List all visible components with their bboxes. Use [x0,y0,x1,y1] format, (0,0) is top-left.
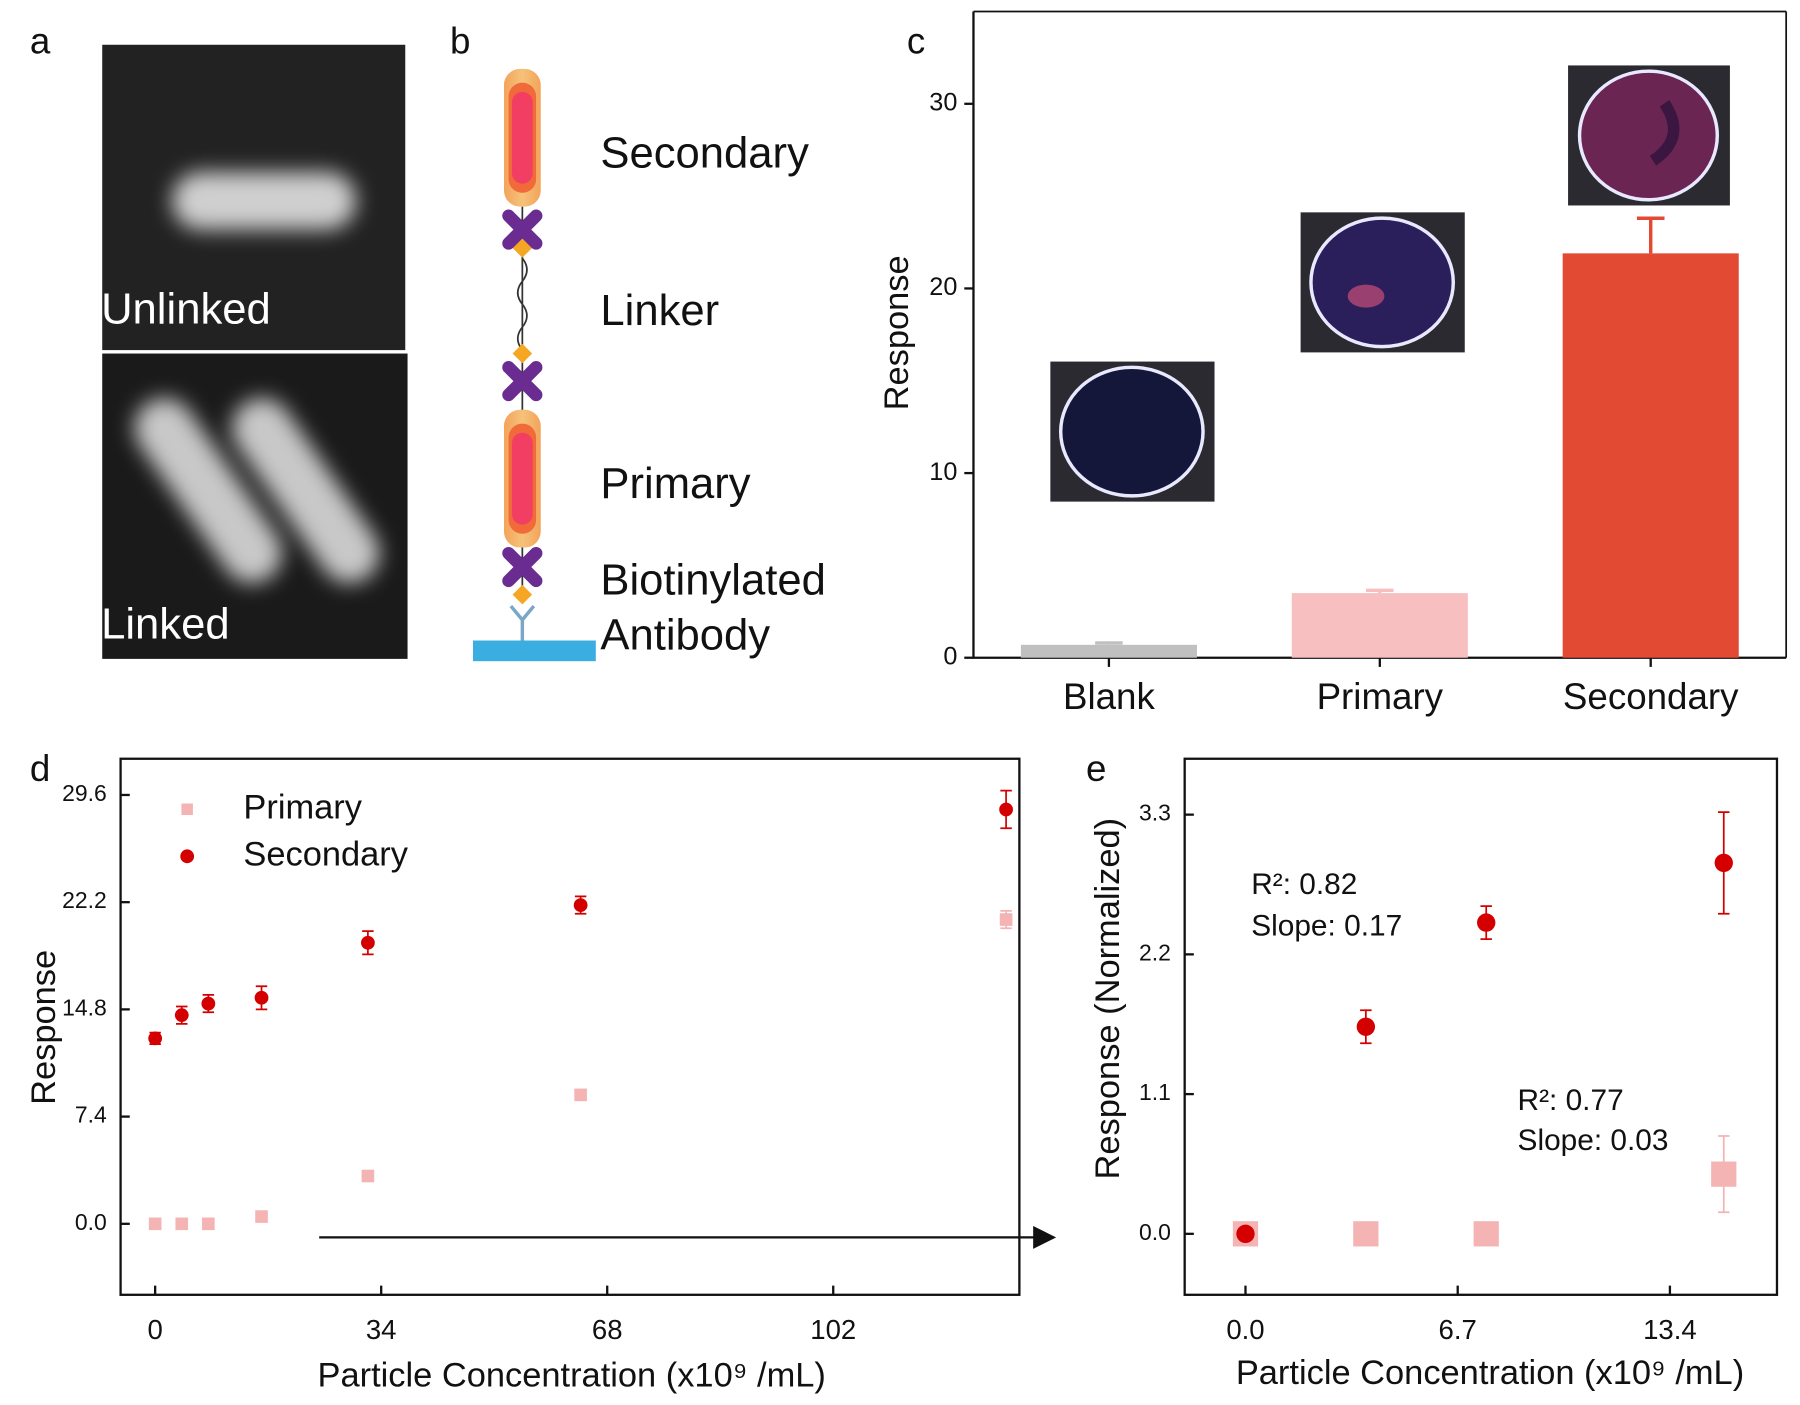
error-bar [1095,641,1123,645]
marker [361,935,375,950]
y-tick-label: 22.2 [62,887,107,913]
marker [361,1169,375,1183]
legend-label: Primary [243,788,362,826]
annotation: R²: 0.82 [1251,868,1357,901]
diagram-label: Primary [600,460,750,508]
annotation: Slope: 0.17 [1251,909,1402,942]
marker [574,1088,587,1102]
marker [573,898,588,912]
marker [1353,1221,1379,1247]
marker [255,1210,268,1223]
marker [201,996,216,1011]
marker [999,802,1013,817]
marker [999,913,1013,926]
bar [1291,593,1468,658]
bar [1562,253,1739,658]
marker [1714,853,1733,873]
marker [1477,913,1496,932]
marker [254,990,269,1005]
legend-marker [181,803,193,815]
plot-frame [1183,757,1779,1296]
y-tick-label: 30 [929,88,957,116]
y-axis-label: Response (Normalized) [1089,818,1127,1180]
y-tick-label: 0.0 [1139,1219,1171,1245]
assay-diagram [472,68,596,662]
diagram-label: Antibody [600,612,770,660]
x-axis-label: Particle Concentration (x10⁹ /mL) [318,1357,826,1395]
panel-letter: c [907,20,925,61]
y-axis-label: Response [878,255,916,410]
x-tick-label: 6.7 [1439,1314,1477,1345]
inset-photo [1050,65,1730,502]
y-axis-label: Response [25,950,63,1105]
x-tick-label: 102 [810,1314,856,1345]
bar [1020,644,1197,658]
legend-label: Secondary [243,835,408,873]
annotation: Slope: 0.03 [1518,1124,1669,1157]
y-tick-label: 0 [943,642,957,670]
panel-letter: b [450,20,470,61]
marker [1356,1017,1376,1036]
marker [174,1008,189,1023]
legend-marker [180,849,195,864]
panel-letter: d [30,748,50,789]
x-tick-label: 13.4 [1643,1314,1697,1345]
y-tick-label: 29.6 [62,780,107,806]
diagram-label: Linker [600,287,719,335]
marker [1711,1161,1737,1187]
panel-letter: e [1086,748,1106,789]
rod [134,398,282,583]
marker [1473,1221,1499,1247]
x-tick-label: 34 [366,1314,397,1345]
y-tick-label: 1.1 [1139,1079,1171,1105]
diagram-label: Biotinylated [600,557,825,605]
y-tick-label: 14.8 [62,994,107,1020]
x-tick-label: 68 [592,1314,623,1345]
marker [1236,1224,1255,1244]
error-bar [1366,588,1394,594]
y-tick-label: 0.0 [75,1209,107,1235]
panel-letter: a [30,20,51,61]
image-label: Unlinked [101,286,271,334]
marker [148,1217,162,1231]
error-bar [1636,216,1665,254]
image-label: Linked [101,600,230,648]
x-tick-label: Primary [1317,676,1444,717]
x-tick-label: 0 [148,1314,163,1345]
y-tick-label: 20 [929,273,957,301]
y-tick-label: 3.3 [1139,800,1171,826]
rod [172,172,356,230]
y-tick-label: 2.2 [1139,939,1171,965]
y-tick-label: 10 [929,458,957,486]
rod [232,398,380,583]
x-axis-label: Particle Concentration (x10⁹ /mL) [1236,1354,1744,1392]
x-tick-label: Blank [1063,676,1155,717]
marker [202,1217,215,1231]
marker [148,1031,163,1046]
annotation: R²: 0.77 [1518,1084,1624,1117]
y-tick-label: 7.4 [75,1102,107,1128]
x-tick-label: Secondary [1563,676,1739,717]
marker [175,1217,189,1231]
plot-frame [119,757,1021,1296]
x-tick-label: 0.0 [1226,1314,1264,1345]
diagram-label: Secondary [600,130,809,178]
